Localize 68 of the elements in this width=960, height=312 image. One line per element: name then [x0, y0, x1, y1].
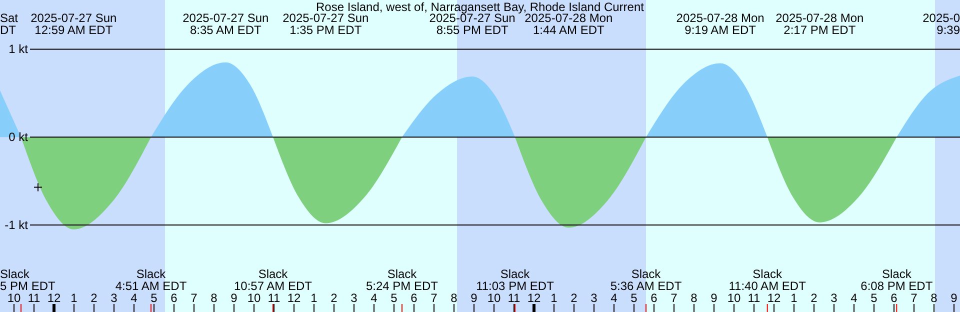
annotation: Slack 10:57 AM EDT: [234, 267, 313, 293]
x-tick-label: 1: [550, 291, 558, 305]
x-tick-label: 6: [410, 291, 418, 305]
x-tick-label: 3: [110, 291, 118, 305]
annotation: Slack 5:24 PM EDT: [366, 267, 439, 293]
annotation: Slack 6:08 PM EDT: [860, 267, 934, 293]
x-tick-label: 11: [28, 291, 41, 305]
x-tick-label: 6: [890, 291, 898, 305]
x-tick-label: 8: [210, 291, 218, 305]
x-tick-label: 8: [450, 291, 458, 305]
x-tick-label: 9: [950, 291, 958, 305]
annotation: 2025-07-28 Mon 9:19 AM EDT: [676, 11, 764, 37]
x-tick-label: 6: [170, 291, 178, 305]
x-tick-label: 2: [810, 291, 818, 305]
x-tick-label: 11: [268, 291, 281, 305]
x-tick-label: 4: [130, 291, 138, 305]
annotation: 2025-07-27 Sun 8:35 AM EDT: [182, 11, 269, 37]
x-tick-label: 2: [570, 291, 578, 305]
annotation: 2025-07-28 Mon 1:44 AM EDT: [524, 11, 613, 37]
annotation: Slack 5 PM EDT: [0, 267, 56, 293]
annotation: Slack 11:40 AM EDT: [728, 267, 807, 293]
x-tick-label: 11: [748, 291, 761, 305]
x-tick-label: 12: [767, 291, 781, 305]
x-tick-label: 3: [830, 291, 838, 305]
x-tick-label: 5: [630, 291, 638, 305]
y-tick-label: -1 kt: [4, 218, 29, 232]
x-tick-label: 5: [870, 291, 878, 305]
x-tick-label: 7: [670, 291, 678, 305]
x-tick-label: 6: [650, 291, 658, 305]
x-tick-label: 1: [310, 291, 318, 305]
x-tick-label: 3: [350, 291, 358, 305]
x-tick-label: 7: [430, 291, 438, 305]
x-tick-label: 7: [190, 291, 198, 305]
x-tick-label: 1: [70, 291, 78, 305]
x-tick-label: 11: [508, 291, 521, 305]
x-tick-label: 5: [390, 291, 398, 305]
y-tick-label: 0 kt: [8, 130, 29, 144]
x-tick-label: 10: [7, 291, 21, 305]
annotation: Slack 4:51 AM EDT: [115, 267, 188, 293]
x-tick-label: 4: [370, 291, 378, 305]
annotation: 2025-07-27 Sun 1:35 PM EDT: [282, 11, 369, 37]
x-tick-label: 2: [330, 291, 338, 305]
y-tick-label: 1 kt: [8, 42, 29, 56]
annotation: 2025-07-28 Mon 2:17 PM EDT: [776, 11, 864, 37]
annotation: Slack 11:03 PM EDT: [476, 267, 555, 293]
annotation: 2025-0 9:39: [922, 11, 960, 37]
x-tick-label: 3: [590, 291, 598, 305]
x-tick-label: 10: [247, 291, 261, 305]
x-tick-label: 10: [727, 291, 741, 305]
x-tick-label: 12: [527, 291, 541, 305]
x-tick-label: 9: [230, 291, 238, 305]
annotation: Slack 5:36 AM EDT: [610, 267, 682, 293]
x-tick-label: 5: [150, 291, 158, 305]
x-tick-label: 9: [470, 291, 478, 305]
x-tick-label: 12: [287, 291, 301, 305]
chart-title: Rose Island, west of, Narragansett Bay, Rhode Island Current: [316, 0, 645, 14]
x-tick-label: 12: [47, 291, 61, 305]
annotation: Sat DT: [0, 11, 19, 37]
x-tick-label: 8: [930, 291, 938, 305]
x-tick-label: 9: [710, 291, 718, 305]
x-tick-label: 4: [610, 291, 618, 305]
x-tick-label: 10: [487, 291, 501, 305]
x-tick-label: 8: [690, 291, 698, 305]
annotation: 2025-07-27 Sun 12:59 AM EDT: [30, 11, 117, 37]
x-tick-label: 1: [790, 291, 798, 305]
x-tick-label: 2: [90, 291, 98, 305]
x-tick-label: 7: [910, 291, 918, 305]
x-tick-label: 4: [850, 291, 858, 305]
